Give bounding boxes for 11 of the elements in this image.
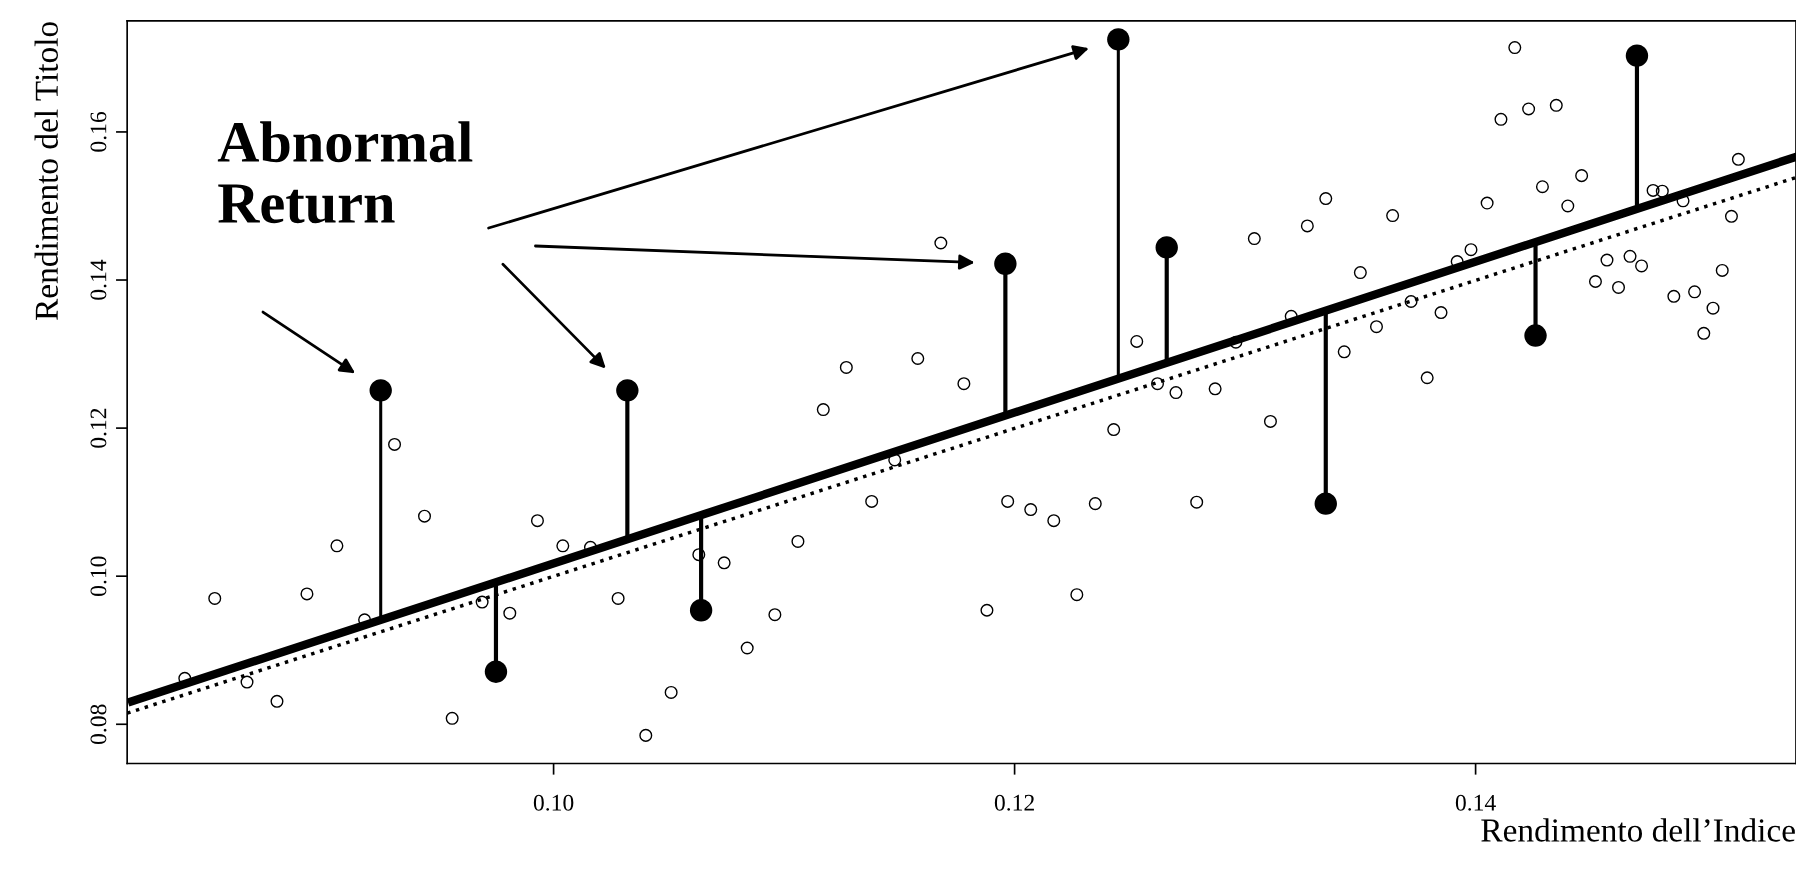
x-tick-label: 0.10 [533,794,574,811]
x-tick-label: 0.12 [994,794,1034,811]
annotation: Abnormal Return [217,121,473,224]
y-tick-label: 0.08 [90,704,107,745]
x-tick-label: 0.14 [1455,794,1496,811]
y-tick-label: 0.10 [90,556,107,596]
y-tick-label: 0.12 [90,408,107,448]
y-axis-title: Rendimento del Titolo [34,22,58,320]
x-axis-title: Rendimento dell’Indice [1481,818,1795,842]
y-tick-label: 0.14 [90,259,107,300]
y-tick-label: 0.16 [90,111,107,152]
